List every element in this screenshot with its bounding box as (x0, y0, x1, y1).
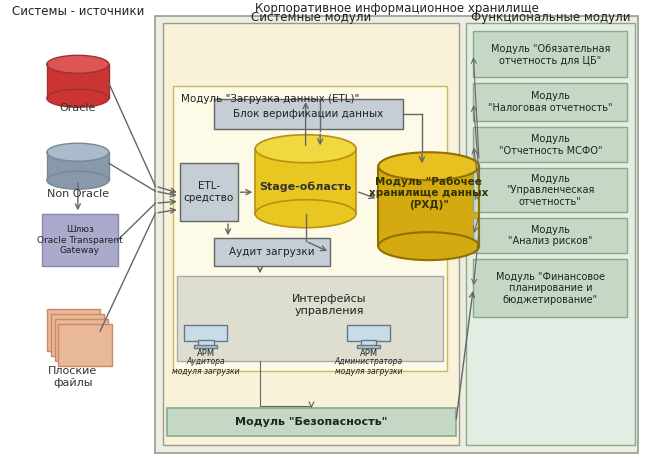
Bar (47, 152, 109, 180)
Text: Аудит загрузки: Аудит загрузки (229, 247, 315, 257)
Text: Non Oracle: Non Oracle (47, 189, 109, 199)
Bar (177, 276, 443, 361)
Bar (473, 218, 627, 253)
Bar (55, 319, 108, 361)
Text: Модуль
"Отчетность МСФО": Модуль "Отчетность МСФО" (499, 134, 602, 155)
Bar (255, 149, 356, 214)
Bar (378, 166, 479, 246)
Bar (47, 65, 109, 98)
Bar (155, 16, 638, 453)
Bar (173, 86, 447, 371)
Text: Oracle: Oracle (60, 103, 96, 113)
Bar (473, 168, 627, 212)
Ellipse shape (47, 89, 109, 107)
Bar (179, 163, 238, 221)
Bar (473, 83, 627, 121)
Text: Модуль "Обязательная
отчетность для ЦБ": Модуль "Обязательная отчетность для ЦБ" (491, 43, 610, 65)
Bar (194, 345, 217, 348)
Bar (357, 345, 380, 348)
Bar (347, 325, 390, 341)
Text: Системы - источники: Системы - источники (12, 5, 144, 18)
Text: Модуль
"Анализ рисков": Модуль "Анализ рисков" (508, 225, 593, 246)
Text: Модуль "Рабочее
хранилище данных
(РХД)": Модуль "Рабочее хранилище данных (РХД)" (369, 176, 488, 210)
Ellipse shape (47, 55, 109, 73)
Text: Модуль
"Налоговая отчетность": Модуль "Налоговая отчетность" (488, 91, 612, 113)
Bar (167, 408, 456, 436)
Bar (214, 238, 330, 266)
Text: Системные модули: Системные модули (251, 11, 371, 24)
Ellipse shape (378, 232, 479, 260)
Bar (198, 340, 214, 346)
Text: Аудитора
модуля загрузки: Аудитора модуля загрузки (172, 357, 240, 376)
Bar (465, 24, 635, 445)
Bar (185, 325, 227, 341)
Text: Корпоративное информационное хранилище: Корпоративное информационное хранилище (255, 2, 539, 15)
Bar (473, 31, 627, 77)
Text: Шлюз
Oracle Transparent
Gateway: Шлюз Oracle Transparent Gateway (37, 225, 123, 255)
Bar (473, 127, 627, 162)
Text: АРМ: АРМ (197, 349, 215, 358)
Text: Интерфейсы
управления: Интерфейсы управления (292, 294, 367, 316)
Bar (214, 99, 402, 129)
Text: Плоские
файлы: Плоские файлы (48, 366, 98, 388)
Ellipse shape (255, 200, 356, 227)
Ellipse shape (378, 152, 479, 180)
Bar (58, 324, 112, 366)
Bar (163, 24, 459, 445)
Text: Администратора
модуля загрузки: Администратора модуля загрузки (335, 357, 402, 376)
Text: Модуль "Безопасность": Модуль "Безопасность" (235, 417, 387, 427)
Ellipse shape (255, 135, 356, 162)
Text: Модуль "Финансовое
планирование и
бюджетирование": Модуль "Финансовое планирование и бюджет… (496, 272, 605, 305)
Bar (42, 214, 118, 266)
Text: Модуль
"Управленческая
отчетность": Модуль "Управленческая отчетность" (506, 174, 595, 207)
Bar (47, 309, 100, 351)
Bar (473, 259, 627, 317)
Bar (51, 314, 104, 356)
Text: Блок верификации данных: Блок верификации данных (233, 109, 383, 119)
Text: ETL-
средство: ETL- средство (183, 181, 234, 203)
Text: Функциональные модули: Функциональные модули (471, 11, 630, 24)
Text: Модуль "Загрузка данных (ETL)": Модуль "Загрузка данных (ETL)" (181, 94, 359, 104)
Text: АРМ: АРМ (359, 349, 378, 358)
Text: Stage-область: Stage-область (259, 182, 352, 193)
Bar (361, 340, 376, 346)
Ellipse shape (47, 143, 109, 161)
Ellipse shape (47, 171, 109, 189)
